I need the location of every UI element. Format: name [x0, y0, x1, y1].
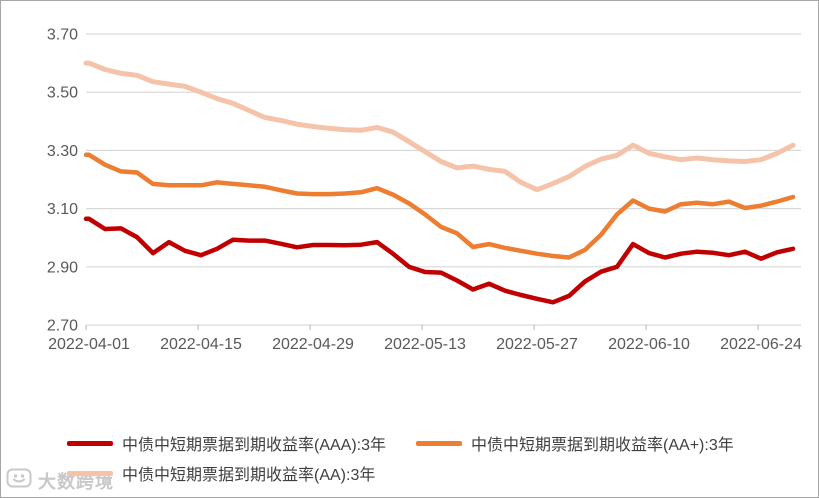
watermark: 大数跨境 — [6, 467, 114, 495]
y-axis-label: 3.70 — [47, 27, 78, 44]
legend-swatch-aa — [67, 470, 113, 476]
series-line-aa — [83, 60, 796, 193]
series-line-aaa — [83, 216, 796, 305]
x-axis-label: 2022-06-24 — [720, 336, 802, 353]
legend-swatch-aaa — [67, 440, 113, 446]
x-axis-label: 2022-04-01 — [48, 336, 130, 353]
x-axis-label: 2022-04-15 — [160, 336, 242, 353]
legend-swatch-aa-plus — [416, 440, 463, 446]
legend-item-aaa: 中债中短期票据到期收益率(AAA):3年 — [67, 431, 386, 455]
legend-label-aaa: 中债中短期票据到期收益率(AAA):3年 — [122, 437, 387, 454]
watermark-text: 大数跨境 — [38, 472, 114, 492]
x-axis-label: 2022-04-29 — [272, 336, 354, 353]
series-line-aa-plus — [83, 152, 796, 260]
x-axis-label: 2022-05-27 — [496, 336, 578, 353]
y-axis-label: 3.10 — [47, 201, 78, 218]
y-axis-label: 2.70 — [47, 318, 78, 335]
legend-label-aa-plus: 中债中短期票据到期收益率(AA+):3年 — [471, 437, 734, 454]
legend-item-aa: 中债中短期票据到期收益率(AA):3年 — [67, 461, 375, 485]
smiley-logo-icon — [6, 467, 33, 495]
y-axis-label: 2.90 — [47, 259, 78, 276]
y-axis-label: 3.50 — [47, 85, 78, 102]
x-axis-label: 2022-06-10 — [608, 336, 690, 353]
chart-legend: 中债中短期票据到期收益率(AAA):3年 中债中短期票据到期收益率(AA+):3… — [67, 431, 819, 485]
y-axis-label: 3.30 — [47, 143, 78, 160]
legend-label-aa: 中债中短期票据到期收益率(AA):3年 — [122, 467, 376, 484]
legend-item-aa-plus: 中债中短期票据到期收益率(AA+):3年 — [416, 431, 734, 455]
x-axis-label: 2022-05-13 — [384, 336, 466, 353]
